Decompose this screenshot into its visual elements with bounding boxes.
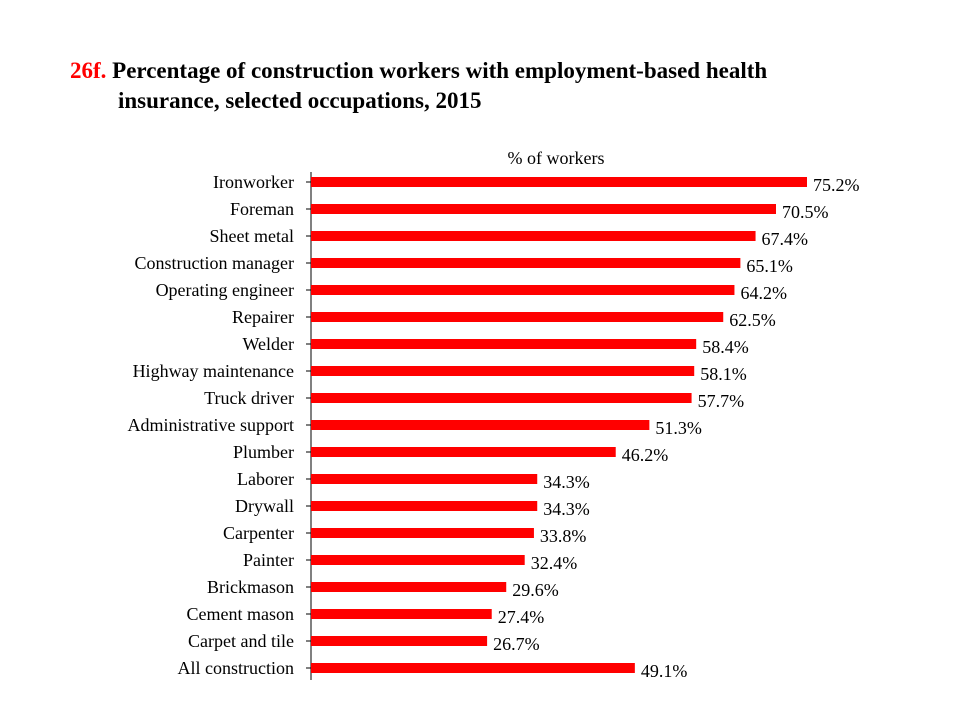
value-label: 67.4% (762, 229, 809, 249)
bar (311, 663, 635, 673)
category-label: Painter (243, 550, 294, 570)
chart-title-text-1: Percentage of construction workers with … (112, 58, 768, 83)
value-label: 29.6% (512, 580, 559, 600)
category-label: Brickmason (207, 577, 294, 597)
category-label: Welder (242, 334, 294, 354)
category-label: Cement mason (187, 604, 294, 624)
x-axis-label: % of workers (507, 148, 605, 168)
bar (311, 528, 534, 538)
value-label: 33.8% (540, 526, 587, 546)
chart-title-line-2: insurance, selected occupations, 2015 (118, 88, 482, 113)
bar (311, 555, 525, 565)
bar (311, 312, 724, 322)
bar (311, 474, 538, 484)
bar (311, 393, 692, 403)
category-label: Carpenter (223, 523, 294, 543)
value-label: 75.2% (813, 175, 860, 195)
value-label: 62.5% (729, 310, 776, 330)
value-label: 65.1% (746, 256, 793, 276)
bar (311, 501, 538, 511)
category-label: Carpet and tile (188, 631, 294, 651)
category-label: All construction (178, 658, 294, 678)
bar (311, 447, 616, 457)
category-label: Repairer (232, 307, 294, 327)
bar (311, 420, 650, 430)
value-label: 49.1% (641, 661, 688, 681)
value-label: 70.5% (782, 202, 829, 222)
value-label: 46.2% (622, 445, 669, 465)
category-label: Drywall (235, 496, 294, 516)
chart-title-line-1: 26f. Percentage of construction workers … (70, 56, 930, 86)
value-label: 64.2% (740, 283, 787, 303)
bar (311, 339, 697, 349)
chart-title: 26f. Percentage of construction workers … (70, 56, 930, 116)
value-label: 51.3% (655, 418, 702, 438)
value-label: 58.4% (702, 337, 749, 357)
value-label: 58.1% (700, 364, 747, 384)
category-label: Plumber (233, 442, 294, 462)
category-label: Truck driver (204, 388, 294, 408)
value-label: 27.4% (498, 607, 544, 627)
value-label: 26.7% (493, 634, 540, 654)
bar (311, 258, 741, 268)
category-label: Sheet metal (210, 226, 294, 246)
chart-number: 26f. (70, 58, 107, 83)
category-label: Laborer (237, 469, 294, 489)
category-label: Construction manager (135, 253, 294, 273)
value-label: 57.7% (698, 391, 745, 411)
bar (311, 636, 488, 646)
bar (311, 582, 507, 592)
bar (311, 366, 695, 376)
value-label: 32.4% (531, 553, 578, 573)
bar (311, 177, 807, 187)
value-label: 34.3% (543, 472, 590, 492)
category-label: Highway maintenance (133, 361, 294, 381)
category-label: Foreman (230, 199, 294, 219)
bar (311, 204, 776, 214)
bar (311, 231, 756, 241)
category-label: Ironworker (213, 172, 294, 192)
category-label: Administrative support (128, 415, 294, 435)
bar (311, 609, 492, 619)
bar (311, 285, 735, 295)
category-label: Operating engineer (156, 280, 294, 300)
value-label: 34.3% (543, 499, 590, 519)
